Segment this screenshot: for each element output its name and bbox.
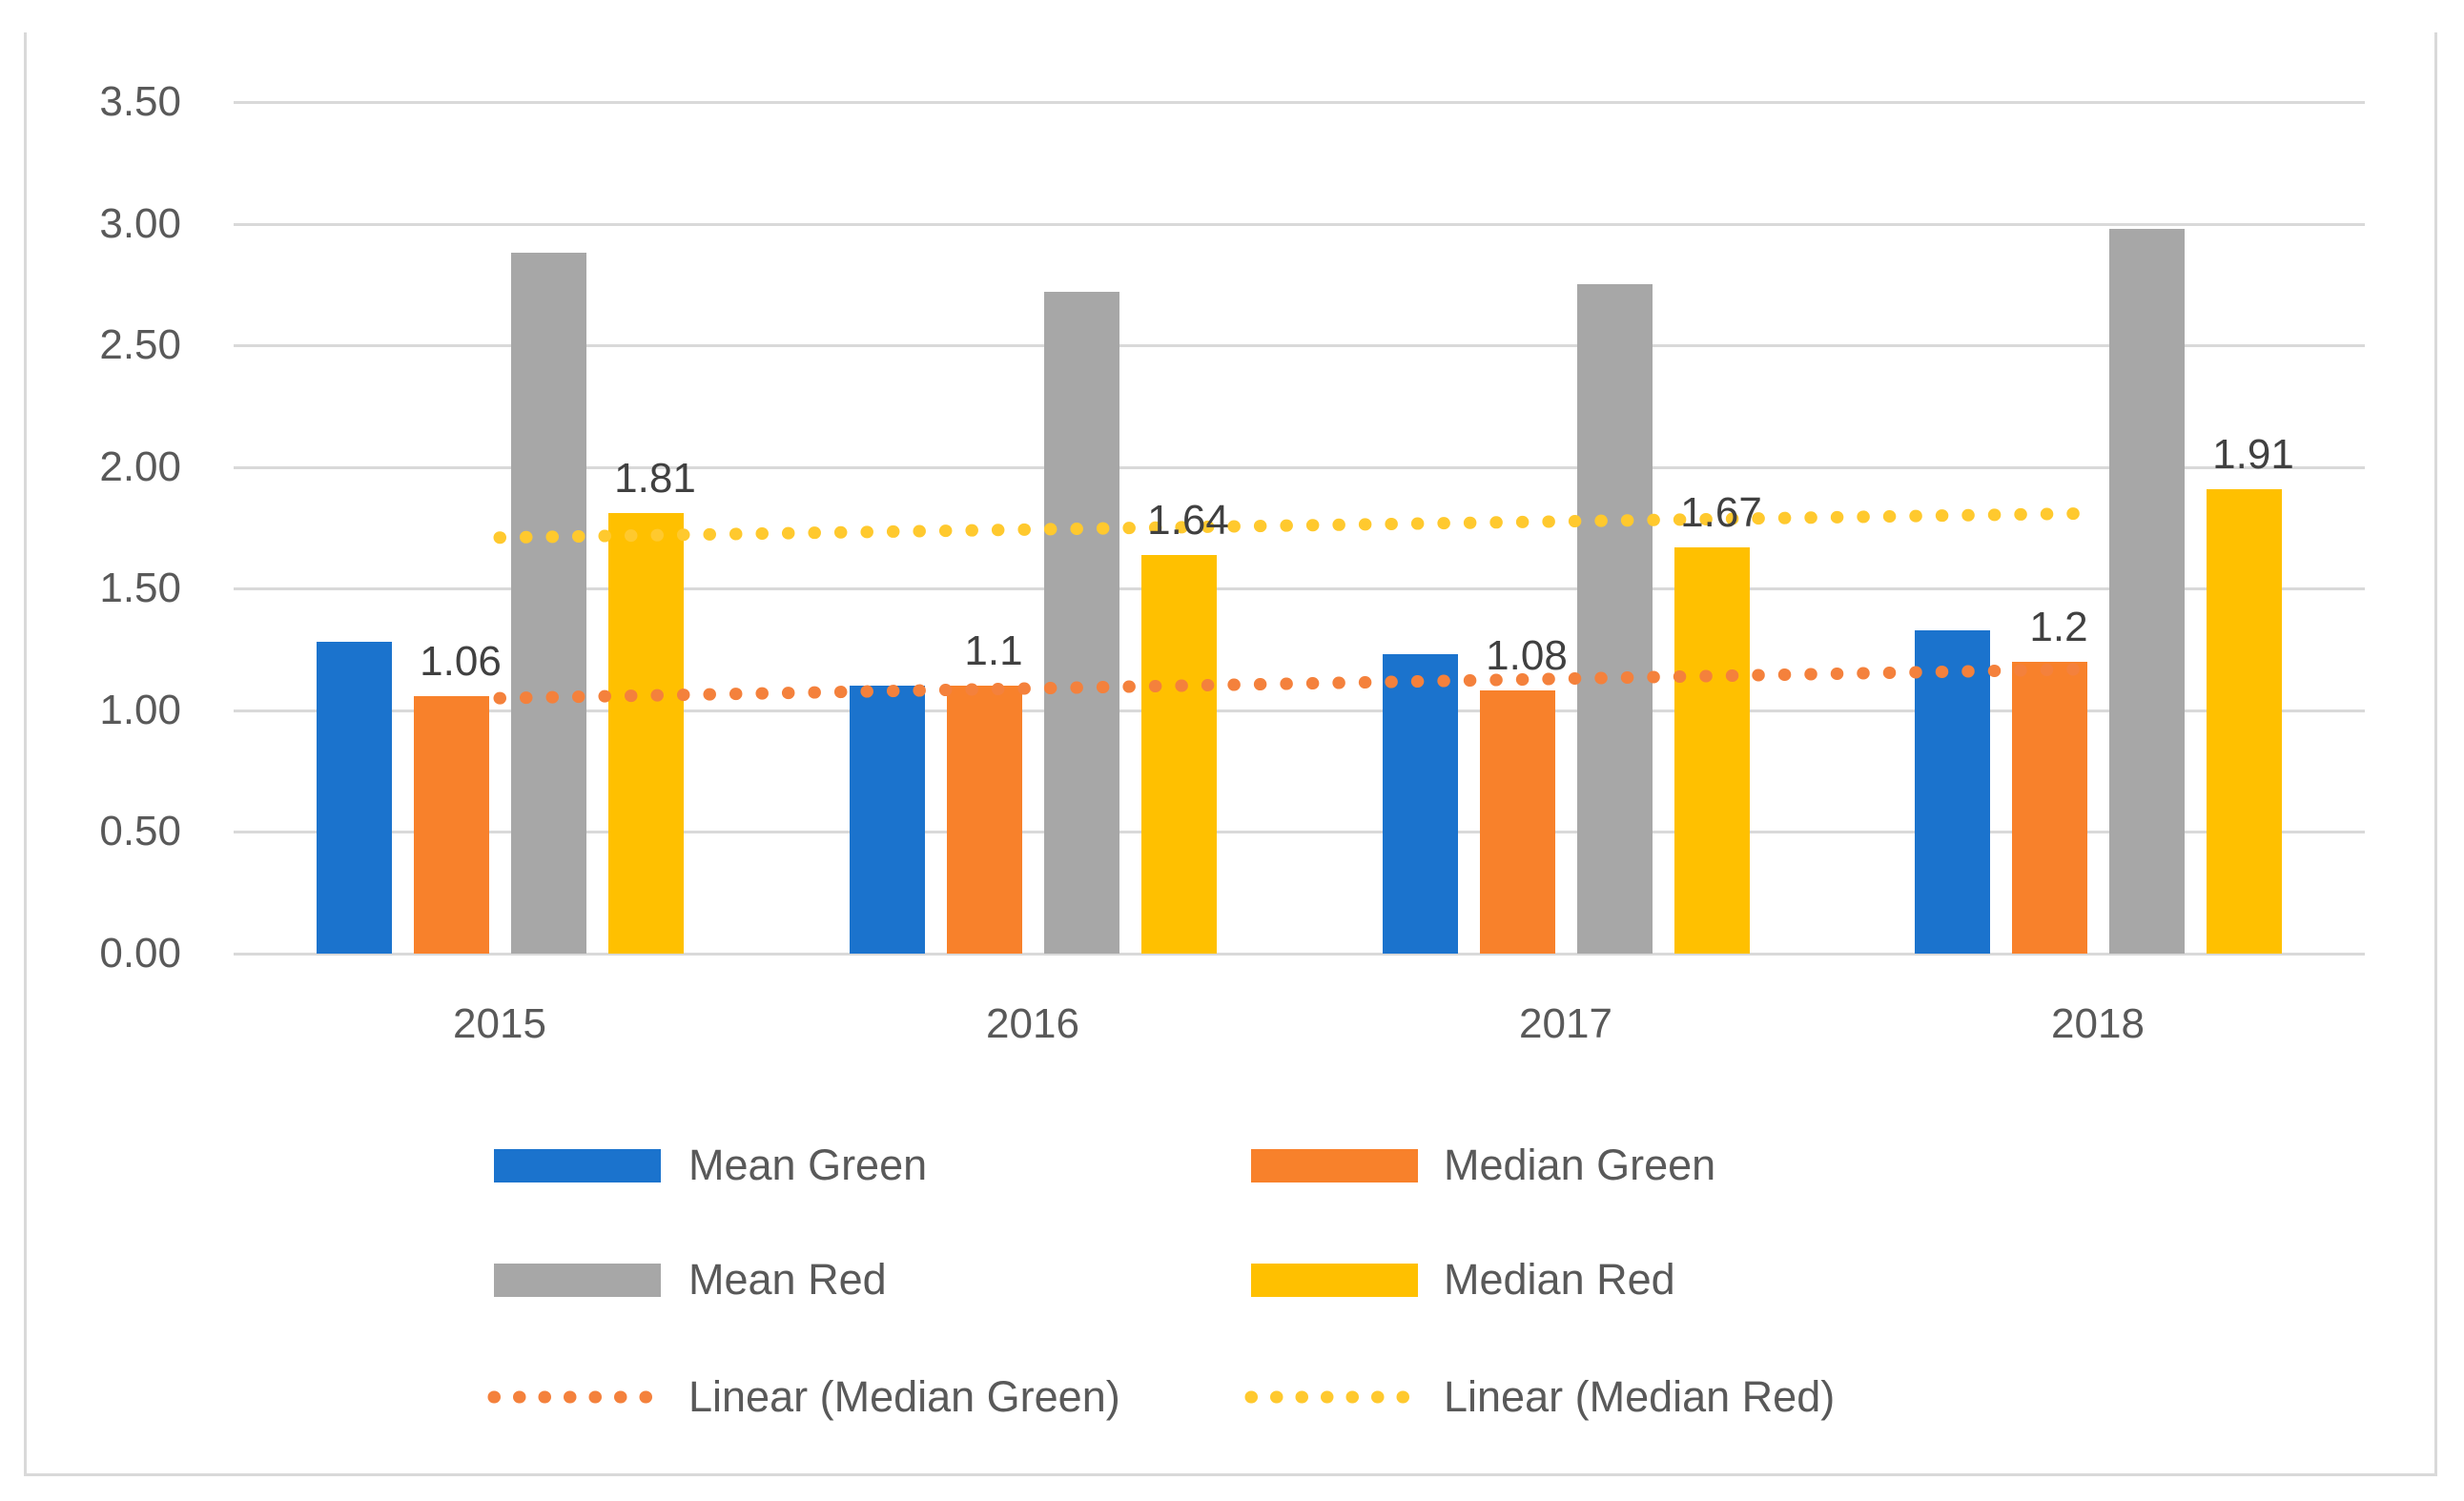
gridline (234, 831, 2365, 834)
gridline (234, 465, 2365, 469)
bar-mean-red (2108, 228, 2185, 954)
y-axis-tick-label: 2.50 (99, 321, 181, 369)
legend-label-linear-median-red: Linear (Median Red) (1444, 1372, 1836, 1421)
gridline (234, 587, 2365, 591)
dotted-line-icon (487, 1390, 665, 1404)
x-axis-category-label: 2018 (2051, 1000, 2145, 1047)
legend-swatch-mean-red (494, 1264, 661, 1297)
bar-median-red (607, 513, 684, 954)
y-axis-tick-label: 0.50 (99, 808, 181, 855)
y-axis-tick-label: 3.50 (99, 78, 181, 125)
data-label: 1.2 (2029, 603, 2088, 650)
x-axis-category-label: 2017 (1519, 1000, 1612, 1047)
data-label: 1.64 (1147, 496, 1229, 544)
bar-mean-green (1382, 654, 1458, 954)
legend-label-mean-red: Mean Red (688, 1255, 887, 1304)
data-label: 1.67 (1680, 488, 1762, 536)
bar-median-green (946, 686, 1022, 954)
y-axis-tick-label: 1.00 (99, 686, 181, 733)
bar-median-green (1479, 690, 1555, 954)
y-axis-tick-label: 1.50 (99, 565, 181, 612)
x-axis-category-label: 2016 (986, 1000, 1079, 1047)
y-axis-tick-label: 2.00 (99, 442, 181, 490)
bar-mean-red (510, 253, 586, 954)
gridline (234, 953, 2365, 956)
gridline (234, 222, 2365, 226)
dotted-line-icon (1244, 1390, 1422, 1404)
gridline (234, 709, 2365, 712)
x-axis-category-label: 2015 (453, 1000, 546, 1047)
bar-median-red (2206, 488, 2282, 954)
legend-label-median-red: Median Red (1444, 1255, 1675, 1304)
bar-mean-red (1576, 284, 1653, 954)
legend-swatch-median-green (1251, 1149, 1418, 1182)
data-label: 1.06 (420, 637, 502, 685)
bar-median-red (1140, 554, 1217, 954)
y-axis-tick-label: 3.00 (99, 199, 181, 247)
legend-swatch-linear-median-red (1243, 1389, 1422, 1405)
legend-label-linear-median-green: Linear (Median Green) (688, 1372, 1120, 1421)
data-label: 1.08 (1486, 632, 1568, 680)
bar-mean-green (849, 686, 925, 954)
legend-label-mean-green: Mean Green (688, 1141, 928, 1189)
y-axis-tick-label: 0.00 (99, 930, 181, 977)
bar-mean-green (316, 642, 392, 954)
data-label: 1.81 (614, 455, 696, 503)
legend-swatch-median-red (1251, 1264, 1418, 1297)
gridline (234, 101, 2365, 104)
gridline (234, 344, 2365, 348)
bar-median-green (413, 695, 489, 954)
data-label: 1.91 (2212, 430, 2294, 478)
legend-label-median-green: Median Green (1444, 1141, 1716, 1189)
legend-swatch-linear-median-green (486, 1389, 665, 1405)
data-label: 1.1 (964, 627, 1023, 675)
chart-area-border (24, 32, 2437, 1476)
legend-swatch-mean-green (494, 1149, 661, 1182)
bar-median-red (1673, 546, 1750, 954)
bar-mean-green (1914, 629, 1990, 954)
bar-median-green (2011, 661, 2087, 954)
bar-mean-red (1043, 292, 1119, 954)
